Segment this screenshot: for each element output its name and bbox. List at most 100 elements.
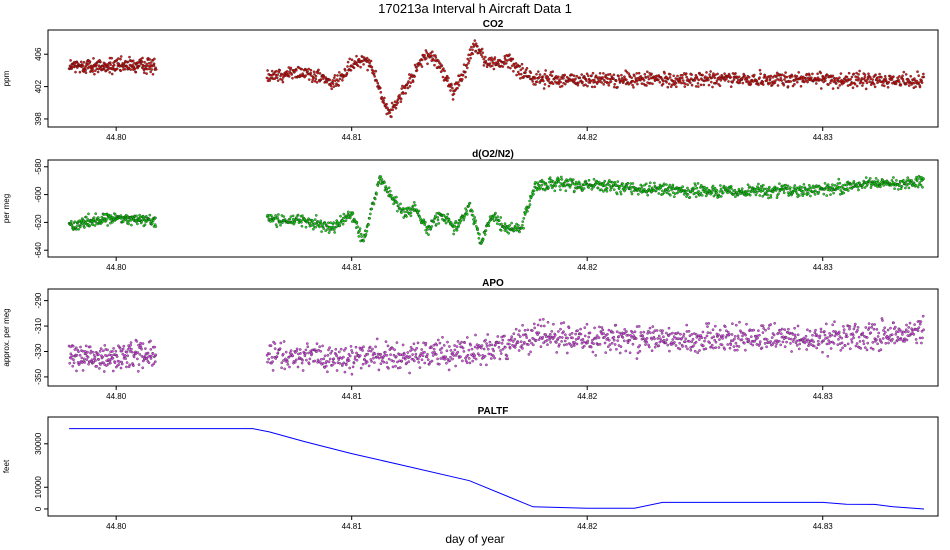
data-point [484,229,488,232]
data-point [88,224,92,227]
data-point [304,225,308,229]
data-point [918,322,922,326]
data-point [149,61,153,64]
data-point [435,343,439,347]
data-point [139,57,143,61]
data-point [431,354,435,357]
data-point [799,84,803,88]
data-point [316,71,320,75]
data-point [415,66,418,69]
data-point [305,68,308,72]
data-point [351,365,355,369]
data-point [915,79,919,83]
data-point [858,69,861,73]
y-tick-label: 30000 [34,432,43,455]
data-point [354,345,358,349]
data-point [920,81,924,85]
data-point [448,345,451,348]
data-point [70,356,73,360]
data-point [129,68,133,71]
data-point [884,341,888,345]
data-point [331,79,335,82]
data-point [81,64,85,68]
data-point [559,322,563,325]
data-point [914,184,918,187]
data-point [313,218,317,221]
data-point [375,337,379,341]
data-point [852,327,856,331]
data-point [283,367,287,371]
data-point [92,216,96,219]
data-point [646,193,650,197]
data-point [269,220,272,223]
data-point [774,345,778,348]
data-point [696,85,700,88]
data-point [310,352,314,355]
data-point [457,224,460,228]
data-point [863,75,867,79]
data-point [418,366,422,369]
data-point [510,335,514,339]
data-point [540,183,544,187]
data-point [846,342,850,346]
data-point [706,325,709,328]
data-point [684,345,688,348]
data-point [817,190,821,194]
data-point [758,333,761,337]
data-point [582,344,586,348]
y-axis-label: feet [2,459,11,473]
data-point [614,323,618,327]
data-point [325,359,329,363]
data-point [440,351,443,354]
data-point [287,72,290,76]
data-point [761,324,765,328]
data-point [150,68,154,71]
data-point [474,333,477,337]
data-point [560,178,564,181]
data-point [757,182,760,186]
data-point [106,224,110,227]
data-point [730,187,733,191]
data-point [700,336,704,340]
data-point [457,83,461,87]
data-point [113,213,117,216]
data-point [143,60,146,64]
data-point [333,231,336,234]
data-point [662,338,666,342]
data-point [467,59,471,63]
data-point [663,72,666,75]
plot-frame [47,416,939,517]
data-point [133,67,137,71]
data-point [153,57,156,61]
data-point [778,182,781,186]
data-point [284,350,288,354]
data-point [833,79,837,83]
data-point [908,321,912,325]
data-point [653,329,657,333]
data-point [461,346,465,350]
data-point [783,345,787,349]
x-tick-label: 44.80 [106,263,127,272]
data-point [915,341,919,345]
data-point [383,181,386,184]
data-point [641,334,645,338]
data-point [864,176,868,179]
data-point [512,229,516,232]
data-point [86,350,89,354]
data-point [638,349,642,353]
data-point [608,184,612,187]
data-point [517,333,520,336]
data-point [914,338,918,341]
data-point [533,326,537,330]
data-point [484,59,488,63]
data-point [857,73,860,76]
data-point [424,341,428,345]
data-point [864,87,868,91]
data-point [661,329,664,333]
data-point [683,85,687,88]
data-point [872,327,876,331]
data-point [287,75,291,78]
data-point [801,78,805,82]
data-point [83,66,87,70]
